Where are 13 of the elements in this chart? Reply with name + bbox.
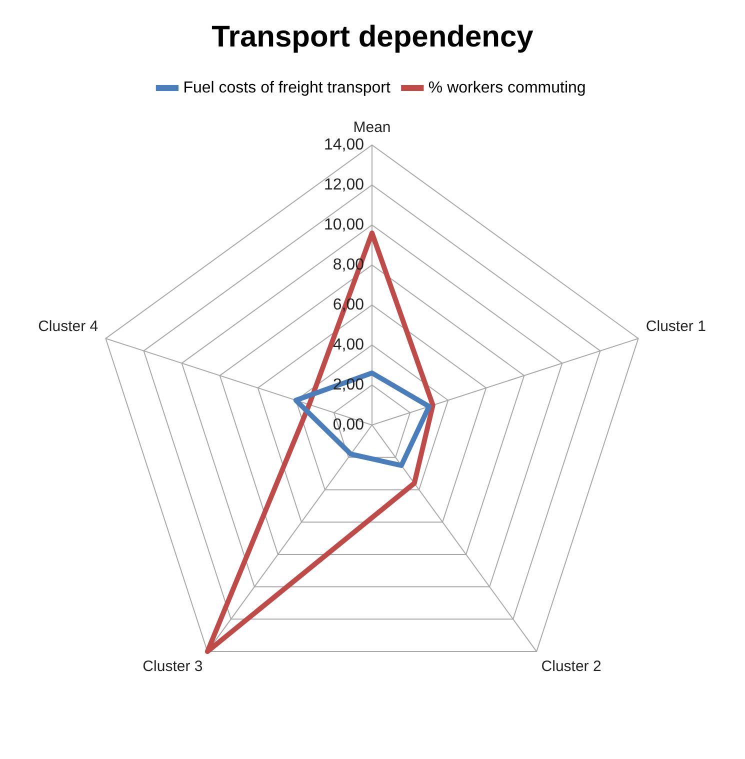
y-tick-label: 4,00 [332,336,364,354]
spoke-label: Cluster 3 [142,658,203,676]
spoke-label: Cluster 1 [646,318,706,336]
y-tick-label: 0,00 [332,416,364,434]
spoke-label: Cluster 4 [38,318,98,336]
y-tick-label: 14,00 [324,136,364,154]
chart-title: Transport dependency [212,20,534,54]
legend-label: % workers commuting [428,79,586,96]
spoke-label: Cluster 2 [541,658,602,676]
y-tick-label: 10,00 [324,216,364,234]
legend-label: Fuel costs of freight transport [183,79,391,96]
y-tick-label: 12,00 [324,176,364,194]
spoke-label: Mean [353,119,391,136]
